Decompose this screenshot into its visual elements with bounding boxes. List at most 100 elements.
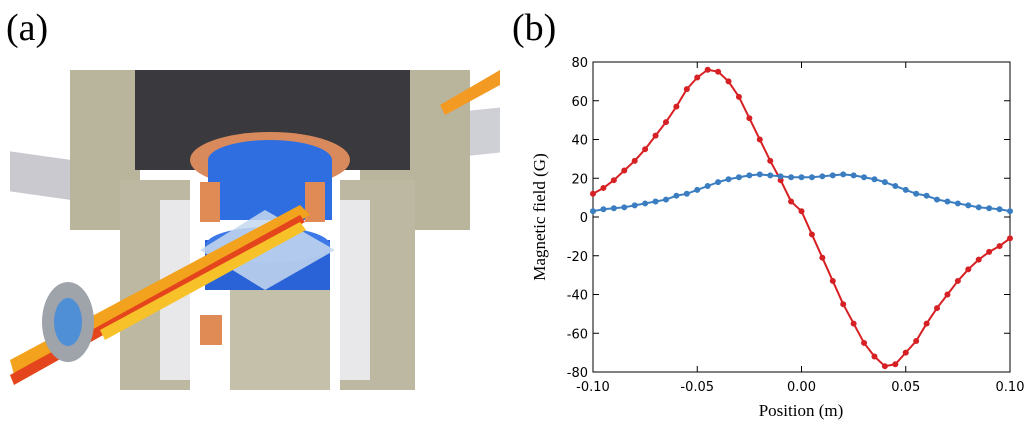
data-point: [704, 183, 711, 189]
data-point: [861, 174, 868, 181]
data-point: [986, 248, 993, 255]
data-point: [808, 231, 815, 238]
apparatus-render: [10, 70, 500, 390]
data-point: [934, 196, 941, 203]
data-point: [725, 176, 732, 183]
data-point: [913, 190, 920, 197]
data-point: [715, 68, 722, 75]
series-line: [592, 68, 1011, 368]
data-point: [610, 177, 617, 184]
data-point: [975, 256, 982, 263]
data-point: [662, 119, 669, 126]
data-point: [965, 202, 972, 209]
data-point: [788, 198, 795, 205]
data-point: [694, 74, 701, 81]
x-tick-label: 0.00: [787, 380, 816, 395]
data-point: [746, 115, 753, 122]
data-point: [902, 186, 909, 193]
data-point: [850, 320, 857, 327]
data-point: [631, 202, 638, 209]
panel-label: (a): [6, 7, 48, 49]
data-point: [777, 173, 784, 180]
data-point: [590, 208, 596, 215]
data-point: [808, 174, 815, 181]
data-point: [913, 338, 920, 344]
data-point: [621, 167, 628, 174]
x-tick-label: 0.10: [996, 380, 1025, 395]
data-point: [798, 174, 805, 181]
data-point: [996, 206, 1003, 213]
y-tick-label: 60: [571, 95, 588, 110]
data-point: [871, 353, 878, 360]
data-point: [610, 205, 617, 212]
data-point: [715, 179, 722, 186]
data-point: [840, 171, 847, 178]
data-point: [1007, 208, 1013, 215]
data-point: [642, 146, 649, 153]
data-point: [694, 186, 701, 193]
data-point: [965, 266, 972, 273]
data-point: [767, 157, 774, 164]
y-tick-label: -60: [567, 327, 588, 342]
data-point: [934, 305, 941, 312]
data-point: [756, 136, 763, 143]
data-point: [704, 66, 711, 73]
y-tick-label: 20: [571, 172, 588, 187]
data-point: [861, 339, 868, 346]
plot-frame: [592, 61, 1011, 373]
data-point: [725, 78, 732, 85]
y-tick-label: -80: [567, 366, 588, 381]
y-axis-label: Magnetic field (G): [530, 153, 549, 280]
data-point: [819, 254, 826, 261]
data-point: [683, 190, 690, 197]
x-tick-label: 0.05: [891, 380, 920, 395]
data-point: [600, 184, 607, 191]
data-point: [871, 176, 878, 183]
data-point: [673, 192, 680, 199]
data-point: [631, 157, 638, 164]
data-point: [652, 198, 659, 205]
data-point: [683, 86, 690, 93]
data-point: [673, 103, 680, 110]
y-tick-label: 0: [580, 211, 588, 226]
data-point: [986, 205, 993, 212]
x-tick-label: -0.10: [576, 380, 610, 395]
data-point: [975, 204, 982, 211]
data-point: [954, 200, 961, 207]
data-point: [767, 172, 774, 179]
data-point: [902, 349, 909, 356]
data-point: [662, 196, 669, 203]
data-point: [923, 192, 930, 199]
data-point: [735, 174, 742, 181]
data-point: [944, 198, 951, 205]
data-point: [819, 173, 826, 180]
data-point: [850, 172, 857, 179]
panel-label: (b): [512, 7, 556, 49]
data-point: [652, 132, 659, 139]
data-point: [840, 301, 847, 308]
x-axis-label: Position (m): [759, 401, 844, 420]
data-point: [892, 361, 899, 368]
data-point: [746, 172, 753, 179]
data-point: [881, 179, 888, 186]
data-point: [881, 363, 888, 370]
data-point: [996, 243, 1003, 250]
y-tick-label: 40: [571, 134, 588, 149]
data-point: [829, 277, 836, 284]
data-point: [590, 190, 596, 197]
y-tick-label: -20: [567, 250, 588, 265]
y-tick-label: 80: [571, 56, 588, 71]
data-point: [756, 171, 763, 178]
data-point: [944, 291, 951, 298]
y-tick-label: -40: [567, 289, 588, 304]
data-point: [621, 204, 628, 211]
data-point: [892, 183, 899, 189]
data-point: [954, 277, 961, 284]
data-point: [1007, 235, 1013, 242]
data-point: [788, 174, 795, 181]
data-point: [600, 206, 607, 213]
data-point: [923, 320, 930, 327]
data-point: [798, 208, 805, 215]
